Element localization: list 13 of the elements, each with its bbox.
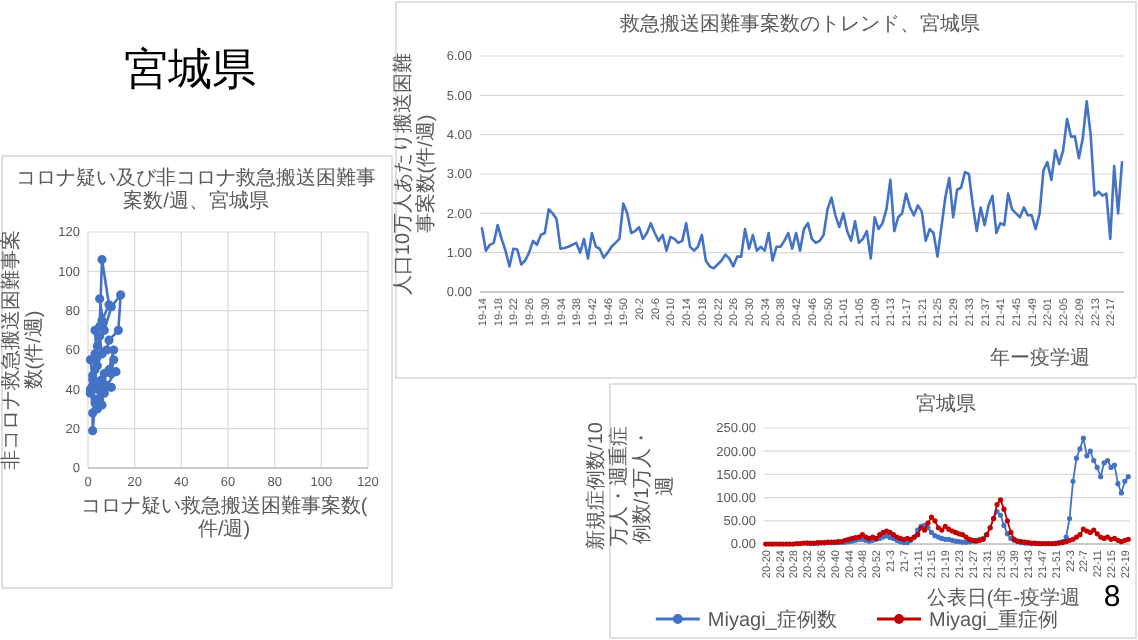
text: 8: [1103, 580, 1121, 614]
legend-label: Miyagi_重症例: [929, 608, 1058, 632]
legend-label: Miyagi_症例数: [707, 608, 837, 632]
y-axis-title: 人口10万人あたり搬送困難事案数(件/週): [390, 52, 438, 296]
chart-title: コロナ疑い及び非コロナ救急搬送困難事案数/週、宮城県: [16, 166, 376, 213]
x-axis-title: 公表日(年-疫学週: [926, 586, 1080, 610]
x-axis-title: コロナ疑い救急搬送困難事案数(件/週): [80, 494, 369, 541]
chart-title: 宮城県: [916, 392, 976, 416]
text: 宮城県: [124, 44, 256, 94]
y-axis-title: 新規症例数/10万人・週重症例数/1万人・週: [583, 421, 677, 550]
y-axis-title: 非コロナ救急搬送困難事案数(件/週): [0, 230, 46, 470]
chart-title: 救急搬送困難事案数のトレンド、宮城県: [618, 12, 980, 36]
x-axis-title: 年ー疫学週: [990, 346, 1090, 370]
